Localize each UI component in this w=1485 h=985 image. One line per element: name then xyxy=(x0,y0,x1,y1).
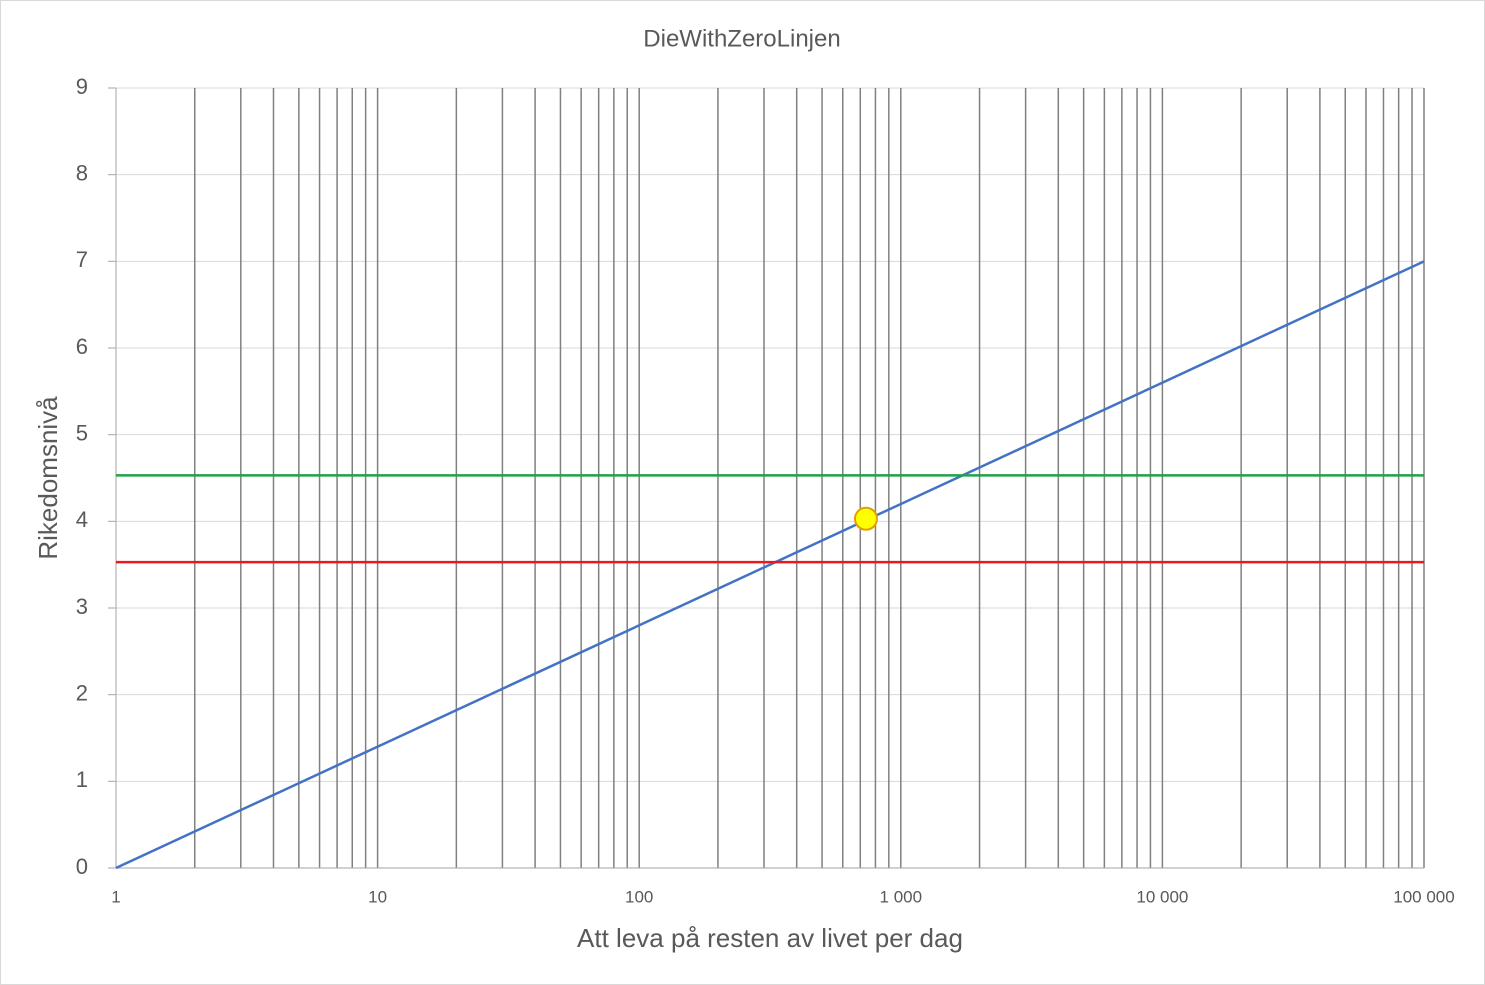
x-axis-title: Att leva på resten av livet per dag xyxy=(577,923,963,953)
y-tick-label: 1 xyxy=(76,767,88,792)
x-tick-label: 10 xyxy=(368,887,387,906)
x-tick-label: 10 000 xyxy=(1136,887,1188,906)
y-tick-label: 5 xyxy=(76,420,88,445)
y-tick-label: 3 xyxy=(76,594,88,619)
y-tick-label: 8 xyxy=(76,160,88,185)
data-point xyxy=(853,506,878,531)
y-tick-label: 9 xyxy=(76,74,88,99)
x-tick-label: 1 xyxy=(111,887,120,906)
chart-title: DieWithZeroLinjen xyxy=(643,25,840,52)
x-tick-label: 100 xyxy=(625,887,653,906)
series-line xyxy=(115,260,1425,870)
y-tick-label: 7 xyxy=(76,247,88,272)
y-tick-label: 4 xyxy=(76,507,88,532)
x-tick-label: 100 000 xyxy=(1393,887,1454,906)
y-axis-title: Rikedomsnivå xyxy=(33,396,63,560)
y-tick-label: 0 xyxy=(76,854,88,879)
y-tick-label: 6 xyxy=(76,334,88,359)
y-tick-label: 2 xyxy=(76,680,88,705)
x-tick-label: 1 000 xyxy=(880,887,923,906)
